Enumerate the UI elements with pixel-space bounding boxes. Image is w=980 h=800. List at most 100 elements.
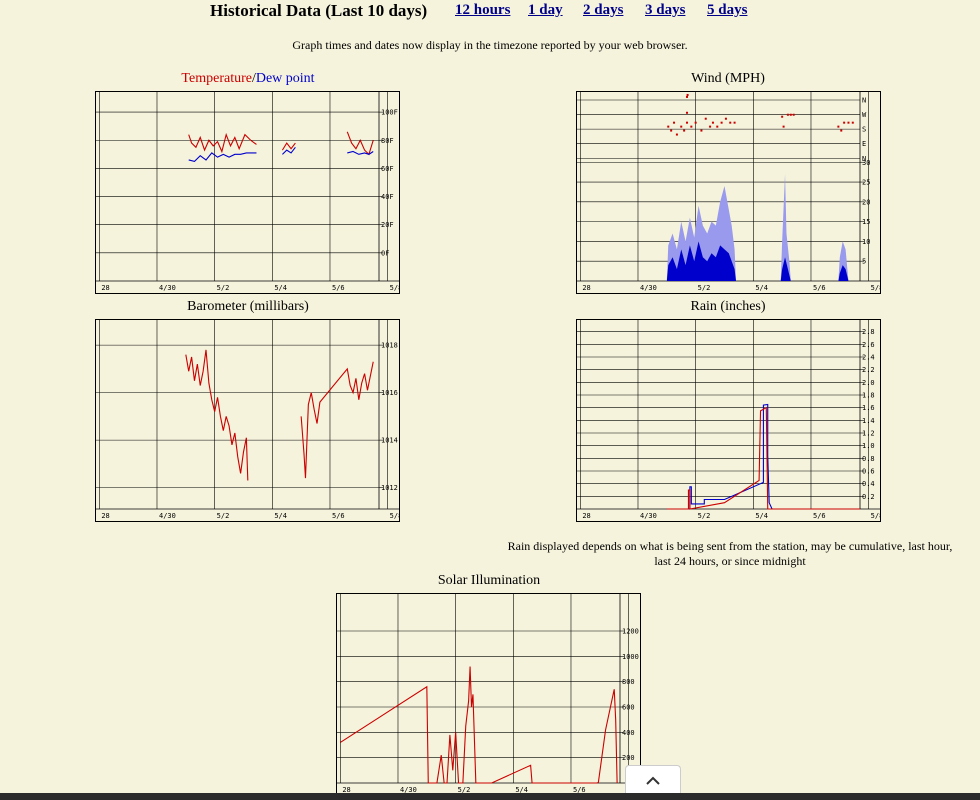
wind-speed-area [780, 174, 791, 281]
x-tick-label: 5/6 [813, 512, 826, 520]
direction-label: W [862, 111, 867, 119]
x-tick-label: 5/8 [871, 512, 881, 520]
wind-direction-point [690, 125, 693, 128]
page-title: Historical Data (Last 10 days) [210, 1, 428, 20]
x-tick-label: 28 [582, 284, 590, 292]
wind-direction-point [837, 125, 840, 128]
y-tick-label: 1000 [622, 653, 639, 661]
y-tick-label: 0F [381, 249, 389, 257]
wind-direction-point [847, 121, 850, 124]
link-2-days[interactable]: 2 days [583, 2, 624, 18]
x-tick-label: 4/30 [640, 512, 657, 520]
x-tick-label: 4/30 [159, 284, 176, 292]
x-tick-label: 28 [582, 512, 590, 520]
temp-series-0-line [281, 142, 296, 151]
x-tick-label: 5/4 [755, 512, 768, 520]
x-tick-label: 28 [101, 512, 109, 520]
wind-direction-point [716, 125, 719, 128]
x-tick-label: 5/4 [755, 284, 768, 292]
baro-svg: 28 4/30 5/2 5/4 5/6 5/8 1012 1014 1016 1018 [95, 319, 400, 522]
temperature-label: Temperature [181, 71, 252, 86]
y-tick-label: 1.4 [862, 417, 875, 425]
barometer-chart-title: Barometer (millibars) [187, 299, 309, 314]
y-tick-label: 200 [622, 754, 635, 762]
rain-series-0-line [666, 403, 860, 510]
x-tick-label: 5/4 [274, 284, 287, 292]
y-tick-label: 2.0 [862, 379, 875, 387]
rain-chart-title: Rain (inches) [690, 299, 766, 314]
wind-direction-point [686, 95, 689, 98]
dew-point-label: Dew point [255, 71, 315, 86]
link-3-days[interactable]: 3 days [645, 2, 686, 18]
wind-direction-point [851, 121, 854, 124]
wind-direction-point [792, 113, 795, 116]
wind-direction-point [711, 121, 714, 124]
x-tick-label: 5/4 [274, 512, 287, 520]
y-tick-label: 0.6 [862, 468, 875, 476]
solar-chart-title: Solar Illumination [437, 573, 541, 588]
y-tick-label: 0.4 [862, 480, 875, 488]
direction-label: E [862, 140, 866, 148]
wind-direction-point [700, 129, 703, 132]
scroll-to-top-button[interactable] [625, 765, 681, 796]
wind-direction-point [724, 117, 727, 120]
link-5-days[interactable]: 5 days [707, 2, 748, 18]
rain-note: Rain displayed depends on what is being … [490, 539, 970, 569]
temperature-chart-title: Temperature/Dew point [98, 71, 398, 87]
wind-chart-title: Wind (MPH) [691, 71, 765, 86]
wind-svg: 284/305/25/45/65/851015202530NWSEN [576, 91, 881, 294]
x-tick-label: 4/30 [159, 512, 176, 520]
x-tick-label: 5/2 [217, 512, 230, 520]
y-tick-label: 2.2 [862, 366, 875, 374]
y-tick-label: 1.2 [862, 430, 875, 438]
wind-direction-point [720, 121, 723, 124]
direction-label: N [862, 155, 866, 163]
wind-direction-point [686, 121, 689, 124]
timezone-note: Graph times and dates now display in the… [292, 38, 688, 52]
solar-series-0-line [340, 666, 618, 784]
wind-direction-point [840, 129, 843, 132]
chart-frame [95, 91, 400, 294]
chart-frame [336, 593, 641, 796]
y-tick-label: 15 [862, 218, 870, 226]
y-tick-label: 5 [862, 258, 866, 266]
wind-direction-point [729, 121, 732, 124]
wind-direction-point [680, 125, 683, 128]
y-tick-label: 2.4 [862, 354, 875, 362]
y-tick-label: 30 [862, 159, 870, 167]
y-tick-label: 20 [862, 198, 870, 206]
link-1-day[interactable]: 1 day [528, 2, 563, 18]
x-tick-label: 5/2 [698, 512, 711, 520]
wind-direction-point [670, 129, 673, 132]
y-tick-label: 20F [381, 221, 394, 229]
wind-direction-point [694, 121, 697, 124]
y-tick-label: 2.8 [862, 328, 875, 336]
wind-direction-point [675, 133, 678, 136]
temp-series-1-line [188, 152, 257, 162]
y-tick-label: 1018 [381, 342, 398, 350]
temp-series-1-line [282, 146, 296, 155]
y-tick-label: 80F [381, 137, 394, 145]
wind-direction-point [843, 121, 846, 124]
wind-direction-point [683, 129, 686, 132]
wind-direction-point [673, 121, 676, 124]
x-tick-label: 5/2 [698, 284, 711, 292]
baro-series-0-line [185, 349, 249, 481]
y-tick-label: 1014 [381, 437, 398, 445]
link-12-hours[interactable]: 12 hours [455, 2, 511, 18]
wind-chart: 284/305/25/45/65/851015202530NWSEN [576, 91, 881, 294]
y-tick-label: 2.6 [862, 341, 875, 349]
y-tick-label: 400 [622, 729, 635, 737]
rain-series-1-line [666, 406, 860, 510]
header: Historical Data (Last 10 days) 12 hours … [0, 0, 980, 24]
baro-series-0-line [300, 361, 374, 479]
y-tick-label: 0.2 [862, 493, 875, 501]
temp-svg: 28 4/30 5/2 5/4 5/6 5/8 0F 20F 40F 60F 80F 100F [95, 91, 400, 294]
rain-note-line-2: last 24 hours, or since midnight [654, 554, 806, 568]
solar-svg: 284/305/25/45/65/820040060080010001200 [336, 593, 641, 796]
chart-frame [95, 319, 400, 522]
rain-chart: 28 4/30 5/2 5/4 5/6 5/8 0.2 0.4 0.6 0.8 1.0 1.2 1.4 1… [576, 319, 881, 522]
x-tick-label: 5/6 [332, 284, 345, 292]
wind-gust-area [838, 265, 849, 281]
y-tick-label: 40F [381, 193, 394, 201]
